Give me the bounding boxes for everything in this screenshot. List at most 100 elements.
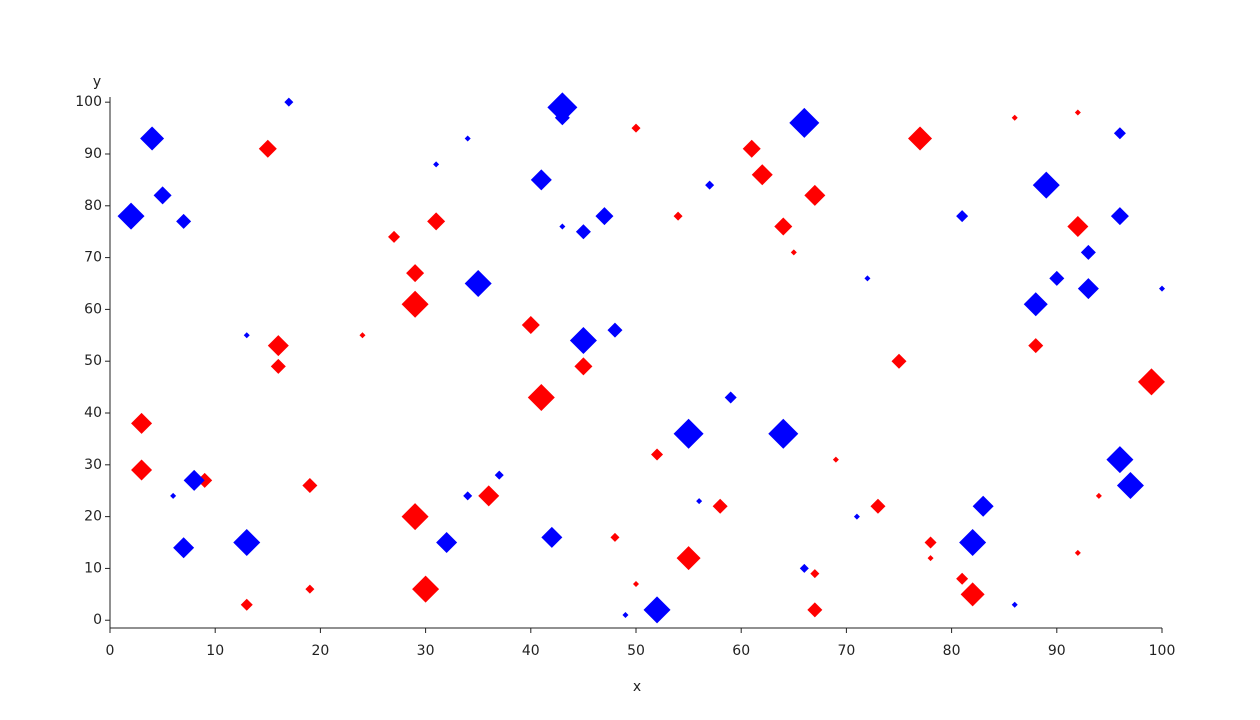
point <box>305 584 315 594</box>
point <box>173 537 195 559</box>
point <box>530 169 552 191</box>
point <box>527 383 555 411</box>
point <box>956 210 969 223</box>
point <box>464 269 492 297</box>
point <box>302 478 318 494</box>
y-tick-label: 60 <box>84 301 102 317</box>
point <box>891 353 907 369</box>
y-tick-label: 90 <box>84 146 102 162</box>
point <box>406 264 425 283</box>
x-tick-label: 60 <box>732 643 750 659</box>
x-tick-label: 90 <box>1048 643 1066 659</box>
point <box>183 469 205 491</box>
x-tick-label: 100 <box>1149 643 1176 659</box>
point <box>1074 109 1081 116</box>
point <box>1023 292 1048 317</box>
point <box>622 612 629 619</box>
point <box>1110 207 1129 226</box>
point <box>960 582 985 607</box>
point <box>153 186 172 205</box>
point <box>1159 285 1165 292</box>
point <box>401 290 429 318</box>
y-axis-label: y <box>93 74 101 90</box>
point <box>1113 127 1126 140</box>
point <box>651 448 664 461</box>
point <box>412 575 440 603</box>
point <box>924 536 937 549</box>
point <box>427 212 446 231</box>
point <box>705 180 715 190</box>
x-tick-label: 50 <box>627 643 645 659</box>
point <box>724 391 737 404</box>
y-tick-label: 50 <box>84 353 102 369</box>
y-tick-label: 30 <box>84 457 102 473</box>
y-tick-label: 10 <box>84 560 102 576</box>
point <box>140 126 165 151</box>
point <box>388 230 401 243</box>
point <box>170 492 177 499</box>
y-tick-label: 70 <box>84 250 102 266</box>
point <box>1011 114 1018 121</box>
point <box>569 326 597 354</box>
point <box>927 555 934 562</box>
point <box>1137 368 1165 396</box>
y-tick-label: 80 <box>84 198 102 214</box>
point <box>712 498 728 514</box>
point <box>610 532 620 542</box>
point <box>1116 472 1144 500</box>
point <box>240 598 253 611</box>
x-tick-label: 10 <box>206 643 224 659</box>
point <box>864 275 871 282</box>
point <box>633 580 639 587</box>
point <box>972 495 994 517</box>
point <box>742 139 761 158</box>
point <box>607 322 623 338</box>
point <box>117 202 145 230</box>
point <box>643 596 671 624</box>
point <box>832 456 839 463</box>
point <box>521 315 540 334</box>
point <box>433 161 440 168</box>
x-axis-label: x <box>633 679 641 695</box>
point <box>799 563 809 573</box>
point <box>464 135 471 142</box>
point <box>870 498 886 514</box>
point <box>1067 216 1089 238</box>
point <box>631 123 641 133</box>
point <box>959 529 987 557</box>
x-tick-label: 80 <box>943 643 961 659</box>
point <box>359 332 366 339</box>
x-tick-label: 70 <box>837 643 855 659</box>
point <box>270 358 286 374</box>
point <box>267 335 289 357</box>
point <box>676 546 701 571</box>
point <box>547 92 578 123</box>
point <box>1028 338 1044 354</box>
point <box>1095 492 1102 499</box>
x-tick-label: 20 <box>311 643 329 659</box>
y-tick-label: 20 <box>84 509 102 525</box>
point <box>673 211 683 221</box>
point <box>595 207 614 226</box>
point <box>541 526 563 548</box>
point <box>853 513 860 520</box>
point <box>1074 549 1081 556</box>
y-tick-label: 100 <box>75 94 102 110</box>
point <box>789 107 820 138</box>
point <box>1080 244 1096 260</box>
point <box>575 224 591 240</box>
point <box>810 569 820 579</box>
point <box>768 418 799 449</box>
point <box>696 498 703 505</box>
point <box>401 503 429 531</box>
point <box>131 459 153 481</box>
point <box>1032 171 1060 199</box>
point <box>559 223 566 230</box>
point <box>436 532 458 554</box>
x-tick-label: 30 <box>417 643 435 659</box>
point <box>774 217 793 236</box>
x-tick-label: 40 <box>522 643 540 659</box>
point <box>1106 446 1134 474</box>
